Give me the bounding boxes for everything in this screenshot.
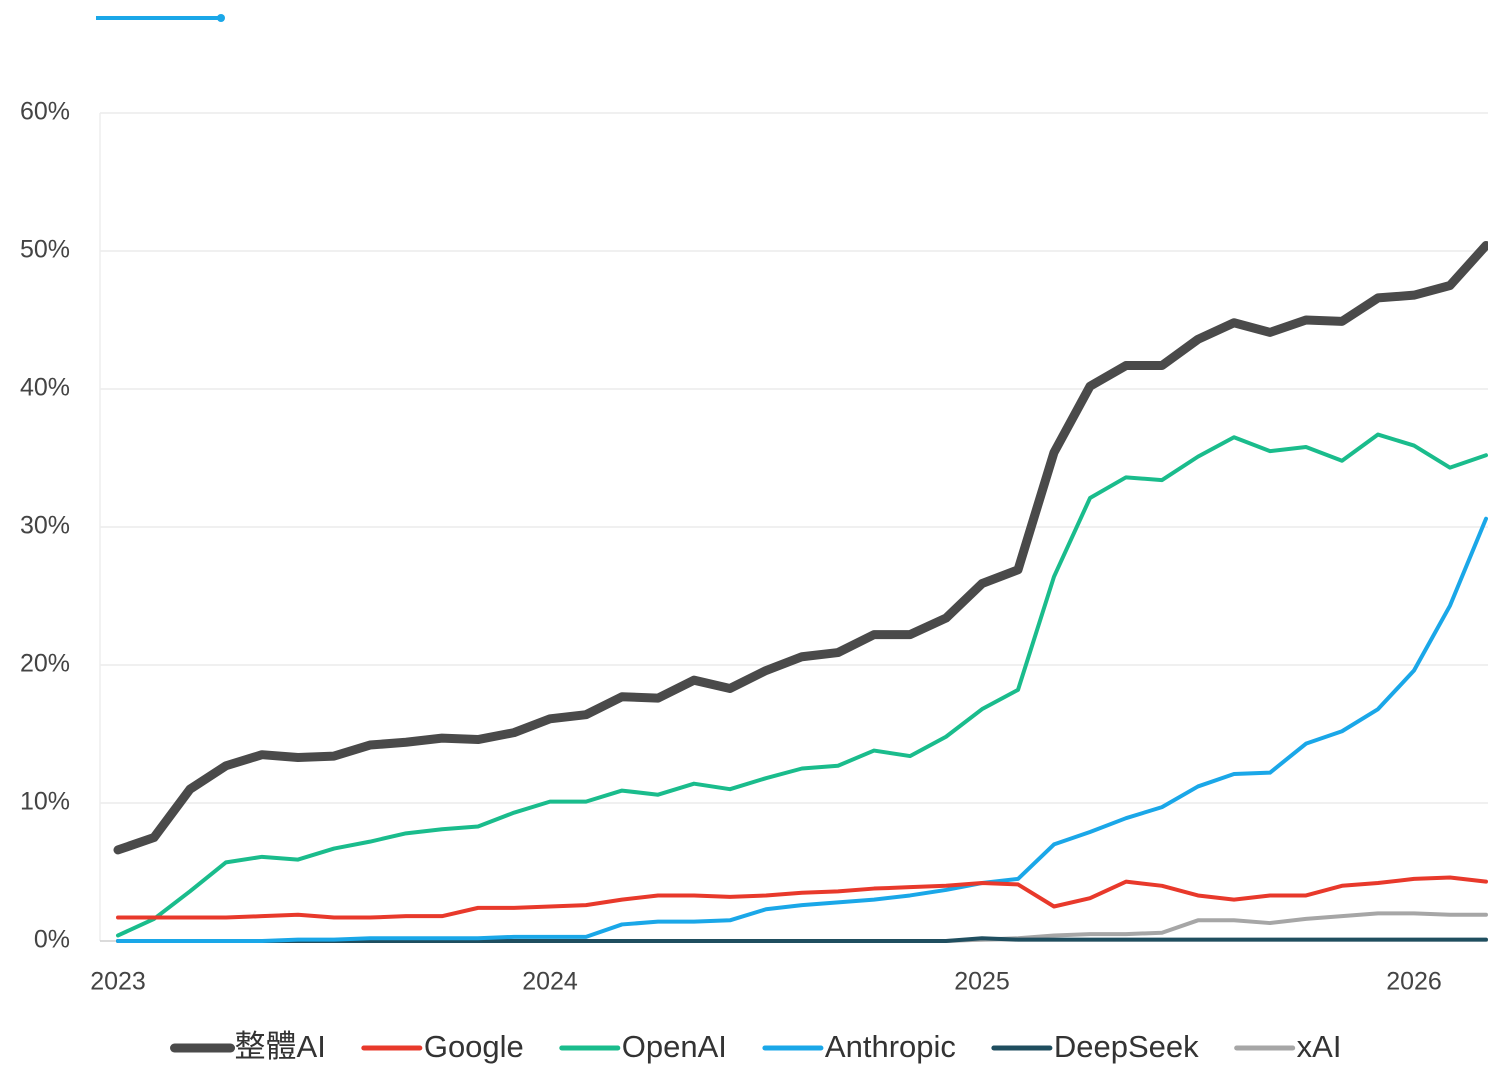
legend-label: Google [424, 1029, 524, 1064]
legend-label: Anthropic [825, 1029, 956, 1064]
legend-label: xAI [1297, 1029, 1342, 1064]
y-tick-label: 10% [20, 788, 70, 816]
legend-label: 整體AI [235, 1029, 326, 1064]
y-tick-label: 30% [20, 512, 70, 540]
series-line [116, 875, 1488, 920]
y-tick-label: 50% [20, 236, 70, 264]
series-line [113, 240, 1488, 855]
legend: 整體AI Google OpenAI Anthropic DeepSeek xAI [170, 1029, 1342, 1064]
legend-label: DeepSeek [1054, 1029, 1199, 1064]
accent-dot [217, 14, 225, 22]
x-tick-label: 2026 [1386, 968, 1442, 996]
y-tick-label: 0% [34, 926, 70, 954]
y-tick-label: 20% [20, 650, 70, 678]
header-accent [96, 14, 225, 22]
x-tick-label: 2024 [522, 968, 578, 996]
y-tick-label: 60% [20, 98, 70, 126]
y-tick-label: 40% [20, 374, 70, 402]
series-line [116, 516, 1488, 943]
x-tick-label: 2025 [954, 968, 1010, 996]
legend-label: OpenAI [622, 1029, 727, 1064]
series-line [116, 432, 1488, 938]
x-tick-label: 2023 [90, 968, 146, 996]
